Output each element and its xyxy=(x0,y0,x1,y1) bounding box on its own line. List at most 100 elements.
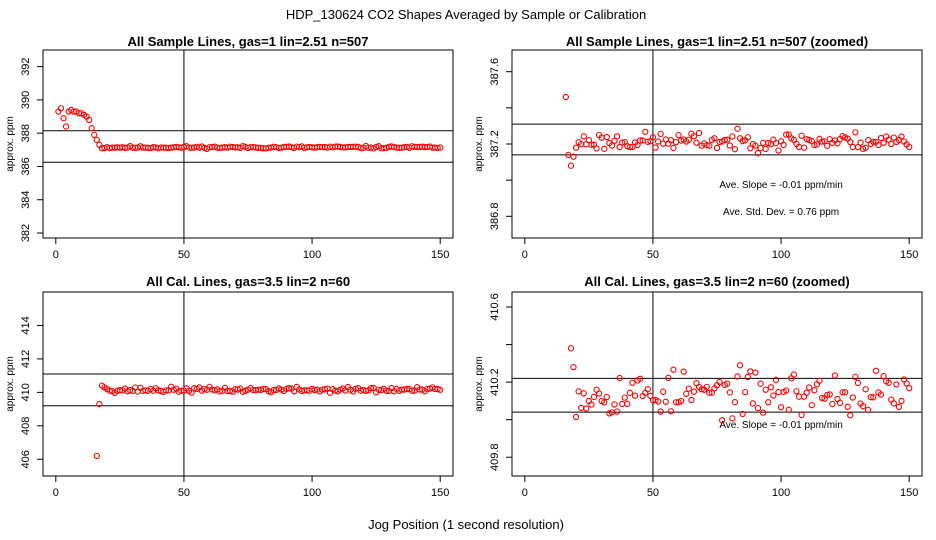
data-series xyxy=(93,382,444,460)
data-point xyxy=(759,139,767,146)
data-point xyxy=(847,138,854,146)
data-point xyxy=(729,133,736,140)
data-point xyxy=(783,387,790,394)
data-point xyxy=(680,368,687,375)
data-point xyxy=(772,140,780,147)
data-point xyxy=(841,389,849,396)
y-tick-label: 384 xyxy=(20,191,32,209)
data-point xyxy=(216,388,223,395)
data-point xyxy=(93,452,100,460)
data-point xyxy=(437,144,444,151)
x-tick-label: 50 xyxy=(647,487,659,499)
data-point xyxy=(593,145,600,152)
data-point xyxy=(839,389,846,396)
data-point xyxy=(780,141,787,149)
data-point xyxy=(726,389,733,396)
data-point xyxy=(859,402,867,410)
data-point xyxy=(60,115,67,122)
data-point xyxy=(578,404,585,412)
data-point xyxy=(688,396,695,404)
data-point xyxy=(821,138,828,145)
data-point xyxy=(870,394,877,401)
data-point xyxy=(636,375,644,382)
data-point xyxy=(660,388,667,395)
data-point xyxy=(572,144,580,151)
data-point xyxy=(583,405,590,412)
data-point xyxy=(762,386,769,393)
data-point xyxy=(62,123,70,130)
data-point xyxy=(634,141,641,149)
data-point xyxy=(357,145,364,152)
data-point xyxy=(698,386,705,393)
data-point xyxy=(201,385,208,393)
data-series xyxy=(55,105,444,153)
data-point xyxy=(652,144,659,151)
data-point xyxy=(726,142,733,149)
data-point xyxy=(895,403,903,411)
data-point xyxy=(739,410,746,417)
figure-title: HDP_130624 CO2 Shapes Averaged by Sample… xyxy=(286,7,646,22)
data-point xyxy=(826,391,833,398)
panel-title: All Sample Lines, gas=1 lin=2.51 n=507 xyxy=(128,34,369,49)
data-point xyxy=(898,133,905,140)
data-point xyxy=(711,135,718,142)
data-point xyxy=(898,397,905,405)
panel-title: All Cal. Lines, gas=3.5 lin=2 n=60 xyxy=(146,274,350,289)
data-point xyxy=(321,386,329,393)
data-point xyxy=(662,398,669,405)
data-point xyxy=(865,406,872,414)
data-point xyxy=(731,146,739,153)
data-point xyxy=(724,136,731,143)
y-tick-label: 410 xyxy=(20,383,32,401)
data-point xyxy=(624,400,631,407)
data-point xyxy=(811,141,818,149)
data-point xyxy=(765,399,772,406)
data-point xyxy=(752,142,759,149)
data-point xyxy=(188,389,195,396)
data-point xyxy=(644,386,651,393)
data-point xyxy=(816,377,823,384)
data-point xyxy=(572,413,580,421)
y-tick-label: 410.6 xyxy=(489,293,501,321)
data-point xyxy=(777,404,785,411)
y-tick-label: 414 xyxy=(20,316,32,334)
data-point xyxy=(601,399,608,406)
x-tick-label: 100 xyxy=(772,249,790,261)
data-point xyxy=(437,386,444,393)
data-series xyxy=(567,345,913,424)
data-point xyxy=(752,369,759,376)
data-point xyxy=(706,389,713,396)
data-point xyxy=(757,380,764,387)
data-point xyxy=(562,93,569,101)
panels: All Sample Lines, gas=1 lin=2.51 n=507 0 5… xyxy=(5,34,923,499)
data-point xyxy=(767,384,774,391)
chart-panel-2: All Sample Lines, gas=1 lin=2.51 n=507 (… xyxy=(474,34,923,261)
data-point xyxy=(808,401,815,409)
panel-annotation: Ave. Std. Dev. = 0.76 ppm xyxy=(723,207,839,218)
data-point xyxy=(580,390,587,397)
chart-panel-3: All Cal. Lines, gas=3.5 lin=2 n=60 0 50 100… xyxy=(5,274,454,499)
figure-x-axis-label: Jog Position (1 second resolution) xyxy=(368,517,564,532)
data-point xyxy=(693,139,700,146)
data-point xyxy=(803,389,810,396)
y-tick-label: 412 xyxy=(20,350,32,368)
data-point xyxy=(888,396,895,403)
data-point xyxy=(570,363,577,371)
data-point xyxy=(790,371,798,378)
data-point xyxy=(667,136,675,144)
data-point xyxy=(608,142,616,149)
data-point xyxy=(875,141,882,149)
data-point xyxy=(649,134,657,141)
data-point xyxy=(383,387,390,394)
data-point xyxy=(616,374,623,382)
data-point xyxy=(631,392,639,399)
data-point xyxy=(785,406,792,413)
data-point xyxy=(588,401,595,408)
plot-frame xyxy=(511,49,923,239)
data-point xyxy=(575,388,582,395)
data-point xyxy=(888,140,895,148)
data-point xyxy=(613,408,621,415)
data-point xyxy=(567,345,575,352)
data-point xyxy=(285,385,293,392)
data-point xyxy=(703,142,710,149)
